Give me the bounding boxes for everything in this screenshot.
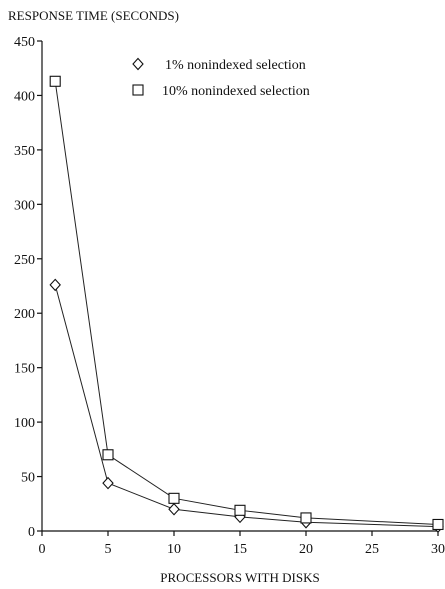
data-point-square [168, 492, 180, 504]
x-tick-label: 0 [39, 542, 46, 557]
y-tick-label: 250 [14, 253, 35, 268]
axis-ticks: 0 50 100 150 200 250 300 350 400 450 0 5 10 15 20 25 30 [14, 35, 445, 557]
data-point-square [234, 504, 246, 516]
legend-marker-diamond [132, 57, 144, 71]
y-tick-label: 350 [14, 144, 35, 159]
data-point-diamond [168, 502, 180, 516]
series-layer [49, 75, 444, 533]
series-diamond [49, 278, 444, 533]
x-tick-label: 5 [105, 542, 112, 557]
data-point-square [49, 75, 61, 87]
series-line-square [54, 81, 439, 525]
x-axis-label: PROCESSORS WITH DISKS [160, 570, 319, 585]
x-tick-label: 10 [167, 542, 181, 557]
series-square [49, 75, 444, 531]
y-tick-label: 300 [14, 198, 35, 213]
data-point-square [102, 449, 114, 461]
series-line-diamond [54, 284, 439, 528]
legend-label: 1% nonindexed selection [165, 58, 306, 73]
legend-marker-square [132, 84, 144, 96]
data-point-square [432, 518, 444, 531]
x-tick-label: 30 [431, 542, 445, 557]
legend-label: 10% nonindexed selection [162, 84, 310, 99]
legend: 1% nonindexed selection 10% nonindexed se… [132, 57, 310, 99]
y-tick-label: 100 [14, 416, 35, 431]
y-tick-label: 450 [14, 35, 35, 50]
y-axis-label: RESPONSE TIME (SECONDS) [8, 8, 179, 23]
y-tick-label: 50 [21, 471, 35, 486]
x-tick-label: 15 [233, 542, 247, 557]
data-point-diamond [102, 476, 114, 490]
data-point-diamond [49, 278, 61, 292]
x-tick-label: 25 [365, 542, 379, 557]
y-tick-label: 0 [28, 525, 35, 540]
x-tick-label: 20 [299, 542, 313, 557]
y-tick-label: 200 [14, 307, 35, 322]
y-tick-label: 400 [14, 89, 35, 104]
y-tick-label: 150 [14, 362, 35, 377]
data-point-square [300, 512, 312, 524]
